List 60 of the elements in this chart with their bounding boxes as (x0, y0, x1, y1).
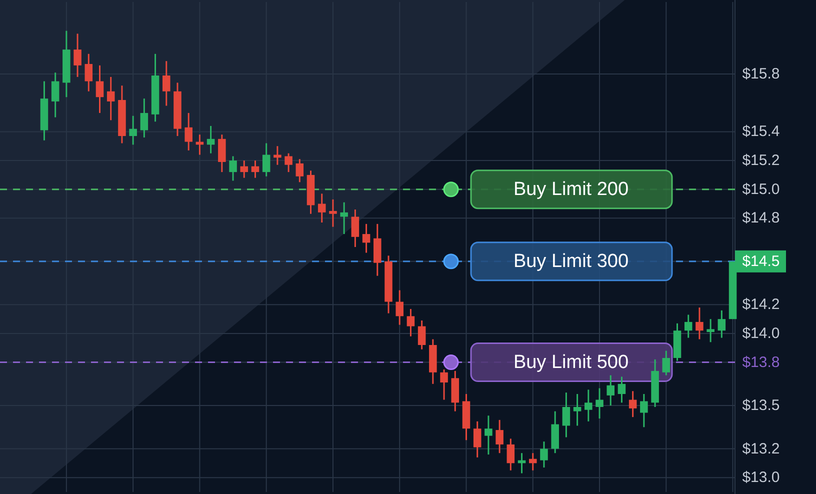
candlestick (84, 53, 93, 92)
candlestick (74, 32, 82, 78)
y-tick-label: $15.0 (742, 180, 780, 198)
candlestick (596, 387, 604, 420)
candlestick (528, 452, 537, 472)
candlestick (706, 318, 714, 343)
candlestick (340, 202, 348, 235)
candlestick (418, 320, 426, 350)
candlestick (440, 368, 448, 401)
candlestick (184, 112, 192, 152)
candlestick (562, 392, 570, 438)
candlestick (362, 223, 370, 254)
candlestick (106, 76, 115, 121)
ref-line-label: Buy Limit 300 (513, 250, 629, 272)
candlestick (351, 208, 360, 248)
y-tick-label: $13.8 (742, 354, 780, 371)
candlestick (162, 60, 170, 107)
candlestick (51, 72, 60, 118)
y-tick-label: $14.2 (742, 296, 780, 314)
candlestick (662, 350, 670, 376)
candlestick (506, 438, 515, 472)
candlestick (296, 158, 304, 183)
candlestick (640, 393, 648, 428)
y-tick-label: $14.8 (742, 210, 780, 227)
candlestick (540, 440, 548, 468)
candlestick (318, 192, 326, 224)
candlestick (140, 98, 148, 138)
y-tick-label: $14.0 (742, 324, 780, 342)
candlestick (684, 314, 692, 339)
candlestick (718, 310, 726, 339)
candlestick (329, 198, 337, 228)
y-tick-label: $15.4 (742, 123, 780, 140)
candlestick (696, 306, 704, 340)
ref-line-label: Buy Limit 500 (513, 352, 629, 373)
candlestick (473, 420, 482, 458)
candlestick (584, 388, 592, 422)
candlestick (606, 374, 615, 406)
y-tick-label: $13.2 (742, 440, 780, 458)
candlestick (129, 115, 137, 146)
candlestick (396, 289, 404, 326)
candlestick (573, 393, 582, 426)
y-tick-label: $15.8 (742, 66, 780, 83)
candlestick (251, 160, 260, 179)
candlestick (218, 134, 226, 173)
y-tick-label: $13.0 (742, 469, 780, 486)
candlestick (406, 308, 415, 338)
candlestick (262, 142, 270, 178)
candlestick (206, 125, 215, 154)
candlestick (229, 155, 237, 182)
candlestick (96, 64, 104, 114)
candlestick (240, 160, 248, 179)
candlestick (496, 419, 504, 454)
y-tick-label: $15.2 (742, 152, 780, 170)
y-tick-label: $14.5 (742, 252, 780, 270)
candlestick (628, 390, 637, 418)
candlestick (484, 414, 492, 456)
ref-line-label: Buy Limit 200 (513, 178, 629, 200)
candlestick (284, 152, 292, 173)
y-tick-label: $13.5 (742, 397, 780, 414)
candlestick (618, 376, 626, 404)
